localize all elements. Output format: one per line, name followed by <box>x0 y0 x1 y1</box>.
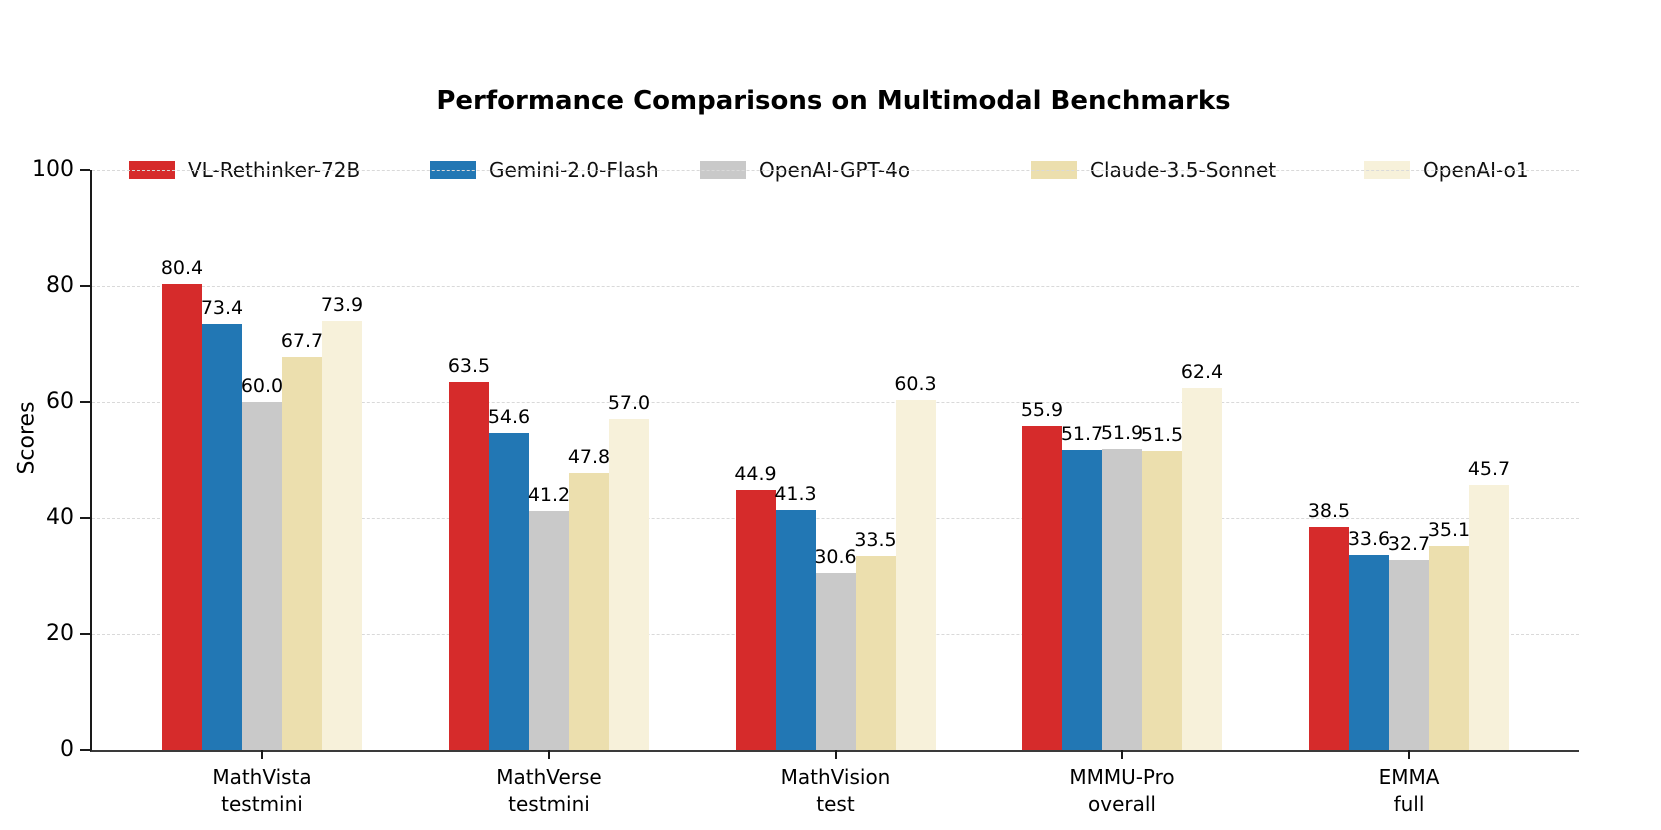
y-tick-mark-60 <box>80 401 90 403</box>
bar-value-label: 33.6 <box>1347 528 1391 551</box>
y-tick-label-60: 60 <box>46 389 74 414</box>
x-tick-mark-5 <box>1408 750 1410 759</box>
bar-value-label: 45.7 <box>1467 457 1511 480</box>
x-tick-mark-1 <box>261 750 263 759</box>
bar-VL-Rethinker-72B <box>735 489 776 750</box>
bar-value-label: 60.3 <box>894 373 937 396</box>
bar-value-label: 73.4 <box>200 297 244 320</box>
bar-OpenAI-GPT-4o <box>1102 448 1142 750</box>
bar-Claude-3.5-Sonnet <box>855 555 896 750</box>
bar-OpenAI-GPT-4o <box>815 572 856 750</box>
bar-value-label: 54.6 <box>487 406 531 429</box>
x-category-label: MathVerse testmini <box>496 765 602 816</box>
bar-value-label: 80.4 <box>160 256 204 279</box>
bar-VL-Rethinker-72B <box>162 283 202 750</box>
bar-Claude-3.5-Sonnet <box>569 472 609 750</box>
bar-Gemini-2.0-Flash <box>1062 450 1102 750</box>
bar-OpenAI-GPT-4o <box>1389 560 1429 750</box>
bar-OpenAI-o1 <box>1469 484 1509 750</box>
gridline-y60 <box>92 402 1579 403</box>
x-tick-mark-2 <box>548 750 550 759</box>
bar-value-label: 41.3 <box>774 483 817 506</box>
bar-OpenAI-o1 <box>895 400 936 750</box>
y-tick-mark-80 <box>80 285 90 287</box>
y-tick-mark-40 <box>80 517 90 519</box>
x-tick-mark-3 <box>834 750 837 759</box>
bar-value-label: 51.7 <box>1060 423 1104 446</box>
y-tick-label-80: 80 <box>46 273 74 298</box>
bar-value-label: 57.0 <box>607 392 651 415</box>
x-tick-mark-4 <box>1121 750 1123 759</box>
bar-value-label: 32.7 <box>1387 533 1431 556</box>
bar-value-label: 41.2 <box>527 484 571 507</box>
y-tick-label-100: 100 <box>32 157 74 182</box>
bar-value-label: 60.0 <box>240 375 284 397</box>
chart-title: Performance Comparisons on Multimodal Be… <box>436 86 1231 116</box>
bar-OpenAI-o1 <box>322 321 362 750</box>
plot-area: VL-Rethinker-72B Gemini-2.0-Flash OpenAI-G… <box>32 158 1579 816</box>
bar-Gemini-2.0-Flash <box>489 433 529 750</box>
bar-Claude-3.5-Sonnet <box>1429 546 1469 750</box>
bar-OpenAI-GPT-4o <box>242 402 282 750</box>
bar-Gemini-2.0-Flash <box>202 324 242 750</box>
bar-OpenAI-GPT-4o <box>529 511 569 750</box>
gridline-y40 <box>92 518 1579 519</box>
bar-value-label: 47.8 <box>567 445 611 468</box>
bar-value-label: 63.5 <box>447 354 491 377</box>
y-tick-label-40: 40 <box>46 505 74 530</box>
x-category-label: EMMA full <box>1378 765 1440 816</box>
bar-Gemini-2.0-Flash <box>775 510 816 750</box>
y-tick-label-20: 20 <box>46 621 74 646</box>
bar-value-label: 35.1 <box>1427 519 1471 542</box>
bar-value-label: 51.5 <box>1140 424 1184 447</box>
bar-Claude-3.5-Sonnet <box>282 357 322 750</box>
y-tick-mark-100 <box>80 169 90 171</box>
y-tick-label-0: 0 <box>60 737 74 762</box>
x-category-label: MathVista testmini <box>212 765 312 816</box>
gridline-y100 <box>92 170 1579 171</box>
bar-VL-Rethinker-72B <box>1309 526 1349 750</box>
bar-value-label: 51.9 <box>1100 421 1144 444</box>
bar-OpenAI-o1 <box>1182 388 1222 750</box>
bar-VL-Rethinker-72B <box>1022 425 1062 750</box>
bar-VL-Rethinker-72B <box>449 381 489 750</box>
bar-OpenAI-o1 <box>609 419 649 750</box>
gridline-y80 <box>92 286 1579 287</box>
bar-value-label: 62.4 <box>1180 361 1224 384</box>
y-tick-mark-20 <box>80 633 90 635</box>
bar-value-label: 38.5 <box>1307 499 1351 522</box>
bar-Claude-3.5-Sonnet <box>1142 451 1182 750</box>
bar-value-label: 73.9 <box>320 294 364 317</box>
x-category-label: MathVision test <box>780 765 891 816</box>
x-category-label: MMMU-Pro overall <box>1069 765 1175 816</box>
bar-value-label: 67.7 <box>280 330 324 353</box>
bar-value-label: 55.9 <box>1020 398 1064 421</box>
bar-Gemini-2.0-Flash <box>1349 555 1389 750</box>
y-tick-mark-0 <box>80 749 90 751</box>
bar-value-label: 44.9 <box>734 462 777 485</box>
bar-value-label: 30.6 <box>814 545 857 568</box>
bar-value-label: 33.5 <box>854 528 897 551</box>
